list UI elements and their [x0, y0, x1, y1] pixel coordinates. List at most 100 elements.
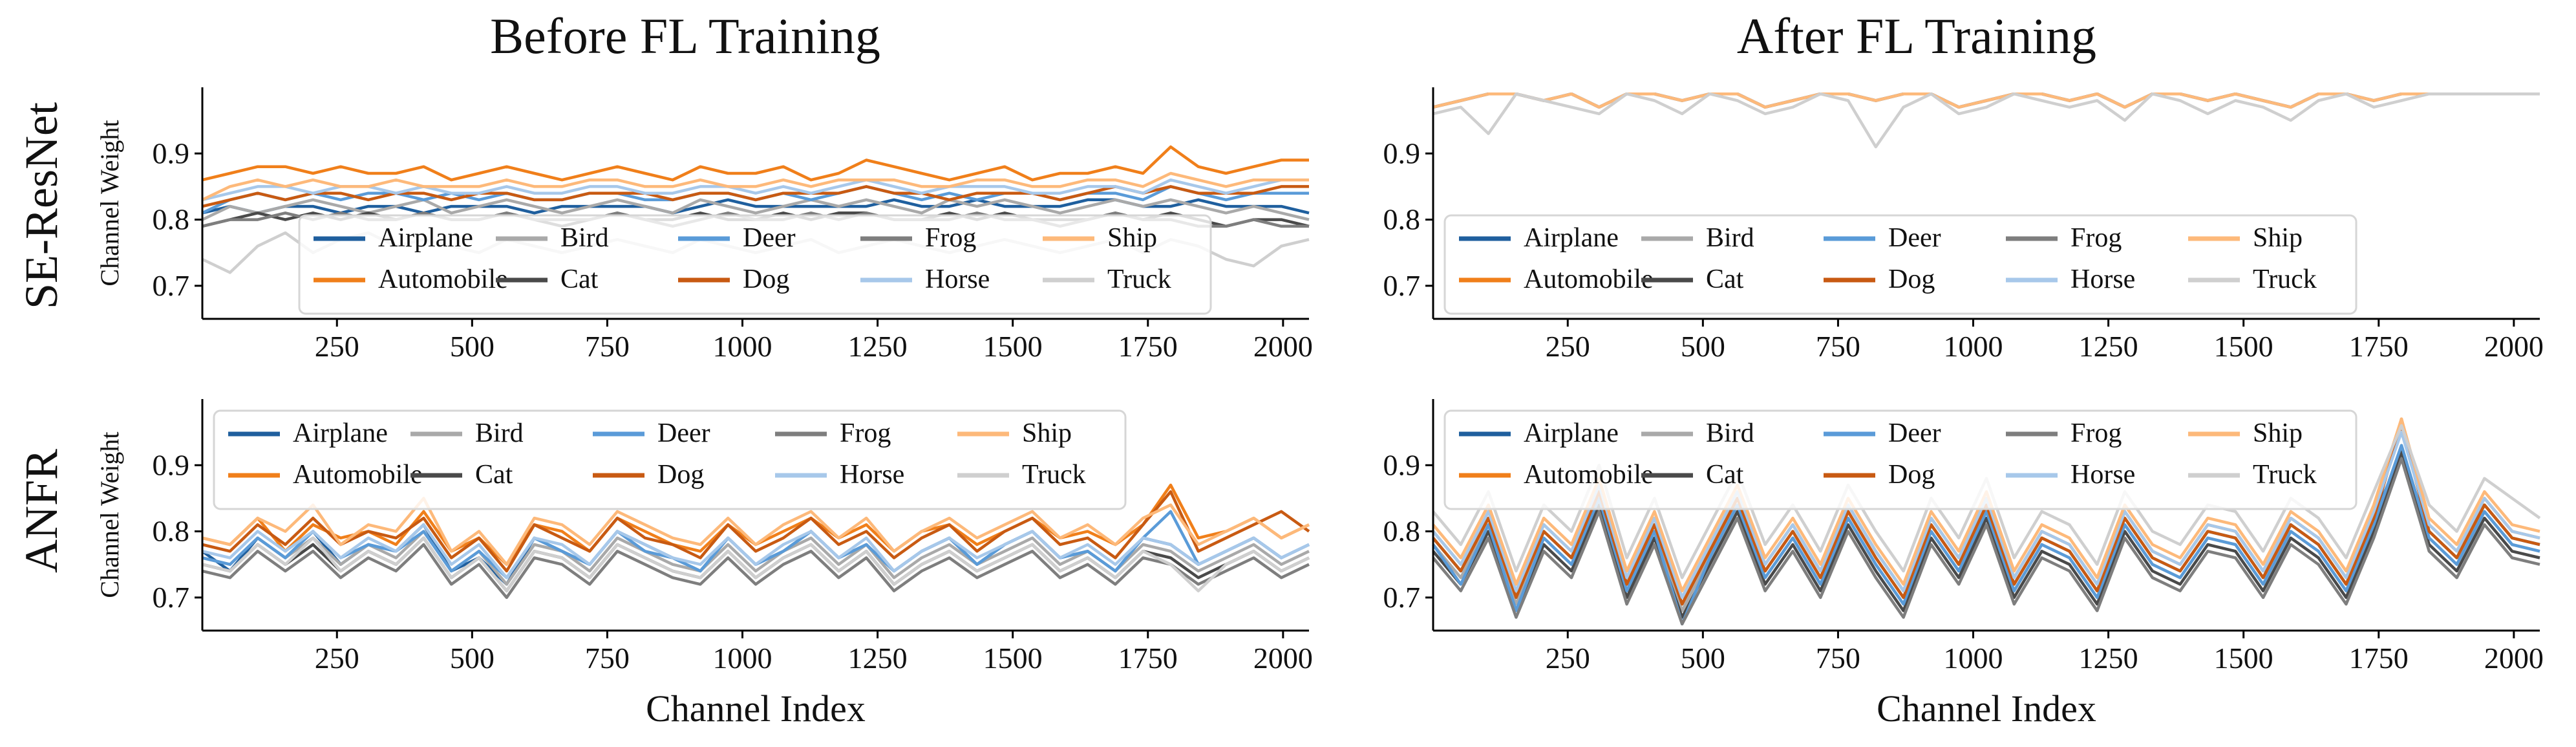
x-tick-label: 250 — [1546, 330, 1590, 363]
legend-label-bird: Bird — [1706, 418, 1754, 448]
y-tick-label: 0.7 — [153, 581, 190, 614]
x-axis-label: Channel Index — [1877, 687, 2096, 730]
legend-label-frog: Frog — [925, 223, 976, 253]
legend-label-ship: Ship — [2253, 418, 2303, 448]
y-tick-label: 0.9 — [153, 448, 190, 481]
legend: Airplane Automobile Bird Cat Deer Dog Frog Hors… — [213, 409, 1127, 510]
y-tick-label: 0.9 — [153, 136, 190, 169]
legend-label-ship: Ship — [2253, 223, 2303, 253]
legend-label-bird: Bird — [560, 223, 609, 253]
legend-label-horse: Horse — [2070, 265, 2135, 294]
legend-label-horse: Horse — [2070, 460, 2135, 490]
y-tick-label: 0.8 — [153, 515, 190, 548]
legend-label-ship: Ship — [1022, 418, 1072, 448]
panel-anfr-after: 250 500 750 1000 1250 1500 1750 2000 0.7 0.8 0.9 Ch… — [1383, 399, 2544, 730]
x-tick-label: 750 — [1816, 330, 1860, 363]
y-axis-label: Channel Weight — [95, 120, 124, 286]
x-tick-label: 2000 — [2484, 642, 2544, 675]
x-tick-label: 1250 — [848, 642, 908, 675]
row-label-anfr: ANFR — [16, 449, 67, 573]
x-tick-label: 1250 — [2079, 330, 2138, 363]
x-tick-label: 500 — [450, 642, 495, 675]
legend-label-dog: Dog — [1888, 265, 1935, 294]
legend-label-automobile: Automobile — [1524, 265, 1654, 294]
x-tick-label: 750 — [585, 330, 630, 363]
y-tick-label: 0.7 — [1383, 581, 1421, 614]
legend-label-dog: Dog — [657, 460, 704, 490]
x-tick-label: 2000 — [1253, 642, 1313, 675]
y-tick-label: 0.9 — [1383, 448, 1421, 481]
legend-label-airplane: Airplane — [293, 418, 388, 448]
legend-label-frog: Frog — [840, 418, 891, 448]
x-tick-label: 500 — [1681, 642, 1725, 675]
legend-label-automobile: Automobile — [378, 265, 508, 294]
legend-label-automobile: Automobile — [293, 460, 423, 490]
y-tick-label: 0.8 — [1383, 203, 1421, 236]
series-line-bird — [202, 198, 1310, 221]
series-line-deer — [1432, 444, 2540, 626]
x-tick-label: 1500 — [2214, 330, 2273, 363]
series-line-automobile — [202, 145, 1309, 182]
x-axis-label: Channel Index — [646, 687, 866, 730]
x-tick-label: 1000 — [713, 642, 772, 675]
legend: Airplane Automobile Bird Cat Deer Dog Frog Hors… — [1443, 214, 2358, 315]
panel-se-resnet-after: 250 500 750 1000 1250 1500 1750 2000 0.7 0.8 0.9 Ai… — [1383, 87, 2544, 363]
legend-label-cat: Cat — [1706, 265, 1744, 294]
legend-label-ship: Ship — [1107, 223, 1157, 253]
legend-label-dog: Dog — [1888, 460, 1935, 490]
series-line-dog — [202, 185, 1309, 208]
series-line-truck — [1432, 92, 2540, 149]
x-tick-label: 1750 — [1118, 330, 1178, 363]
legend-label-cat: Cat — [560, 265, 599, 294]
legend-label-cat: Cat — [1706, 460, 1744, 490]
y-tick-label: 0.8 — [153, 203, 190, 236]
column-title-after: After FL Training — [1737, 8, 2096, 64]
series-line-ship — [1432, 92, 2540, 109]
legend-label-bird: Bird — [475, 418, 524, 448]
legend-label-frog: Frog — [2070, 223, 2122, 253]
y-tick-label: 0.7 — [1383, 269, 1421, 302]
y-tick-label: 0.8 — [1383, 515, 1421, 548]
x-tick-label: 1000 — [1944, 642, 2003, 675]
legend-label-deer: Deer — [1888, 418, 1941, 448]
series-line-horse — [202, 523, 1310, 579]
series-group — [1432, 92, 2540, 149]
legend-label-bird: Bird — [1706, 223, 1754, 253]
x-tick-label: 1750 — [1118, 642, 1178, 675]
series-line-ship — [202, 171, 1309, 201]
legend-label-deer: Deer — [743, 223, 796, 253]
legend-label-dog: Dog — [743, 265, 789, 294]
x-tick-label: 1000 — [713, 330, 772, 363]
series-line-cat — [1432, 450, 2540, 619]
legend-label-deer: Deer — [657, 418, 710, 448]
x-tick-label: 250 — [1546, 642, 1590, 675]
panel-se-resnet-before: 250 500 750 1000 1250 1500 1750 2000 0.7 0.8 0.9 Ch… — [95, 87, 1313, 363]
legend-label-airplane: Airplane — [378, 223, 473, 253]
x-tick-label: 500 — [1681, 330, 1725, 363]
row-label-se-resnet: SE-ResNet — [16, 102, 67, 309]
legend-label-truck: Truck — [2253, 460, 2317, 490]
series-line-frog — [1432, 457, 2540, 626]
x-tick-label: 1750 — [2349, 642, 2409, 675]
legend-label-frog: Frog — [2070, 418, 2122, 448]
x-tick-label: 2000 — [1253, 330, 1313, 363]
column-title-before: Before FL Training — [490, 8, 880, 64]
legend: Airplane Automobile Bird Cat Deer Dog Frog Hors… — [298, 214, 1212, 315]
series-line-truck — [202, 536, 1310, 592]
x-tick-label: 250 — [315, 330, 359, 363]
x-tick-label: 1000 — [1944, 330, 2003, 363]
series-line-ship — [202, 497, 1310, 566]
series-line-horse — [202, 178, 1309, 202]
series-group — [201, 483, 1310, 600]
series-line-airplane — [201, 523, 1310, 586]
legend-label-deer: Deer — [1888, 223, 1941, 253]
legend-label-airplane: Airplane — [1524, 418, 1619, 448]
series-line-dog — [202, 490, 1310, 573]
series-line-frog — [202, 543, 1310, 600]
y-tick-label: 0.9 — [1383, 136, 1421, 169]
x-tick-label: 750 — [1816, 642, 1860, 675]
x-tick-label: 1750 — [2349, 330, 2409, 363]
legend-label-horse: Horse — [840, 460, 904, 490]
x-tick-label: 1500 — [983, 330, 1043, 363]
